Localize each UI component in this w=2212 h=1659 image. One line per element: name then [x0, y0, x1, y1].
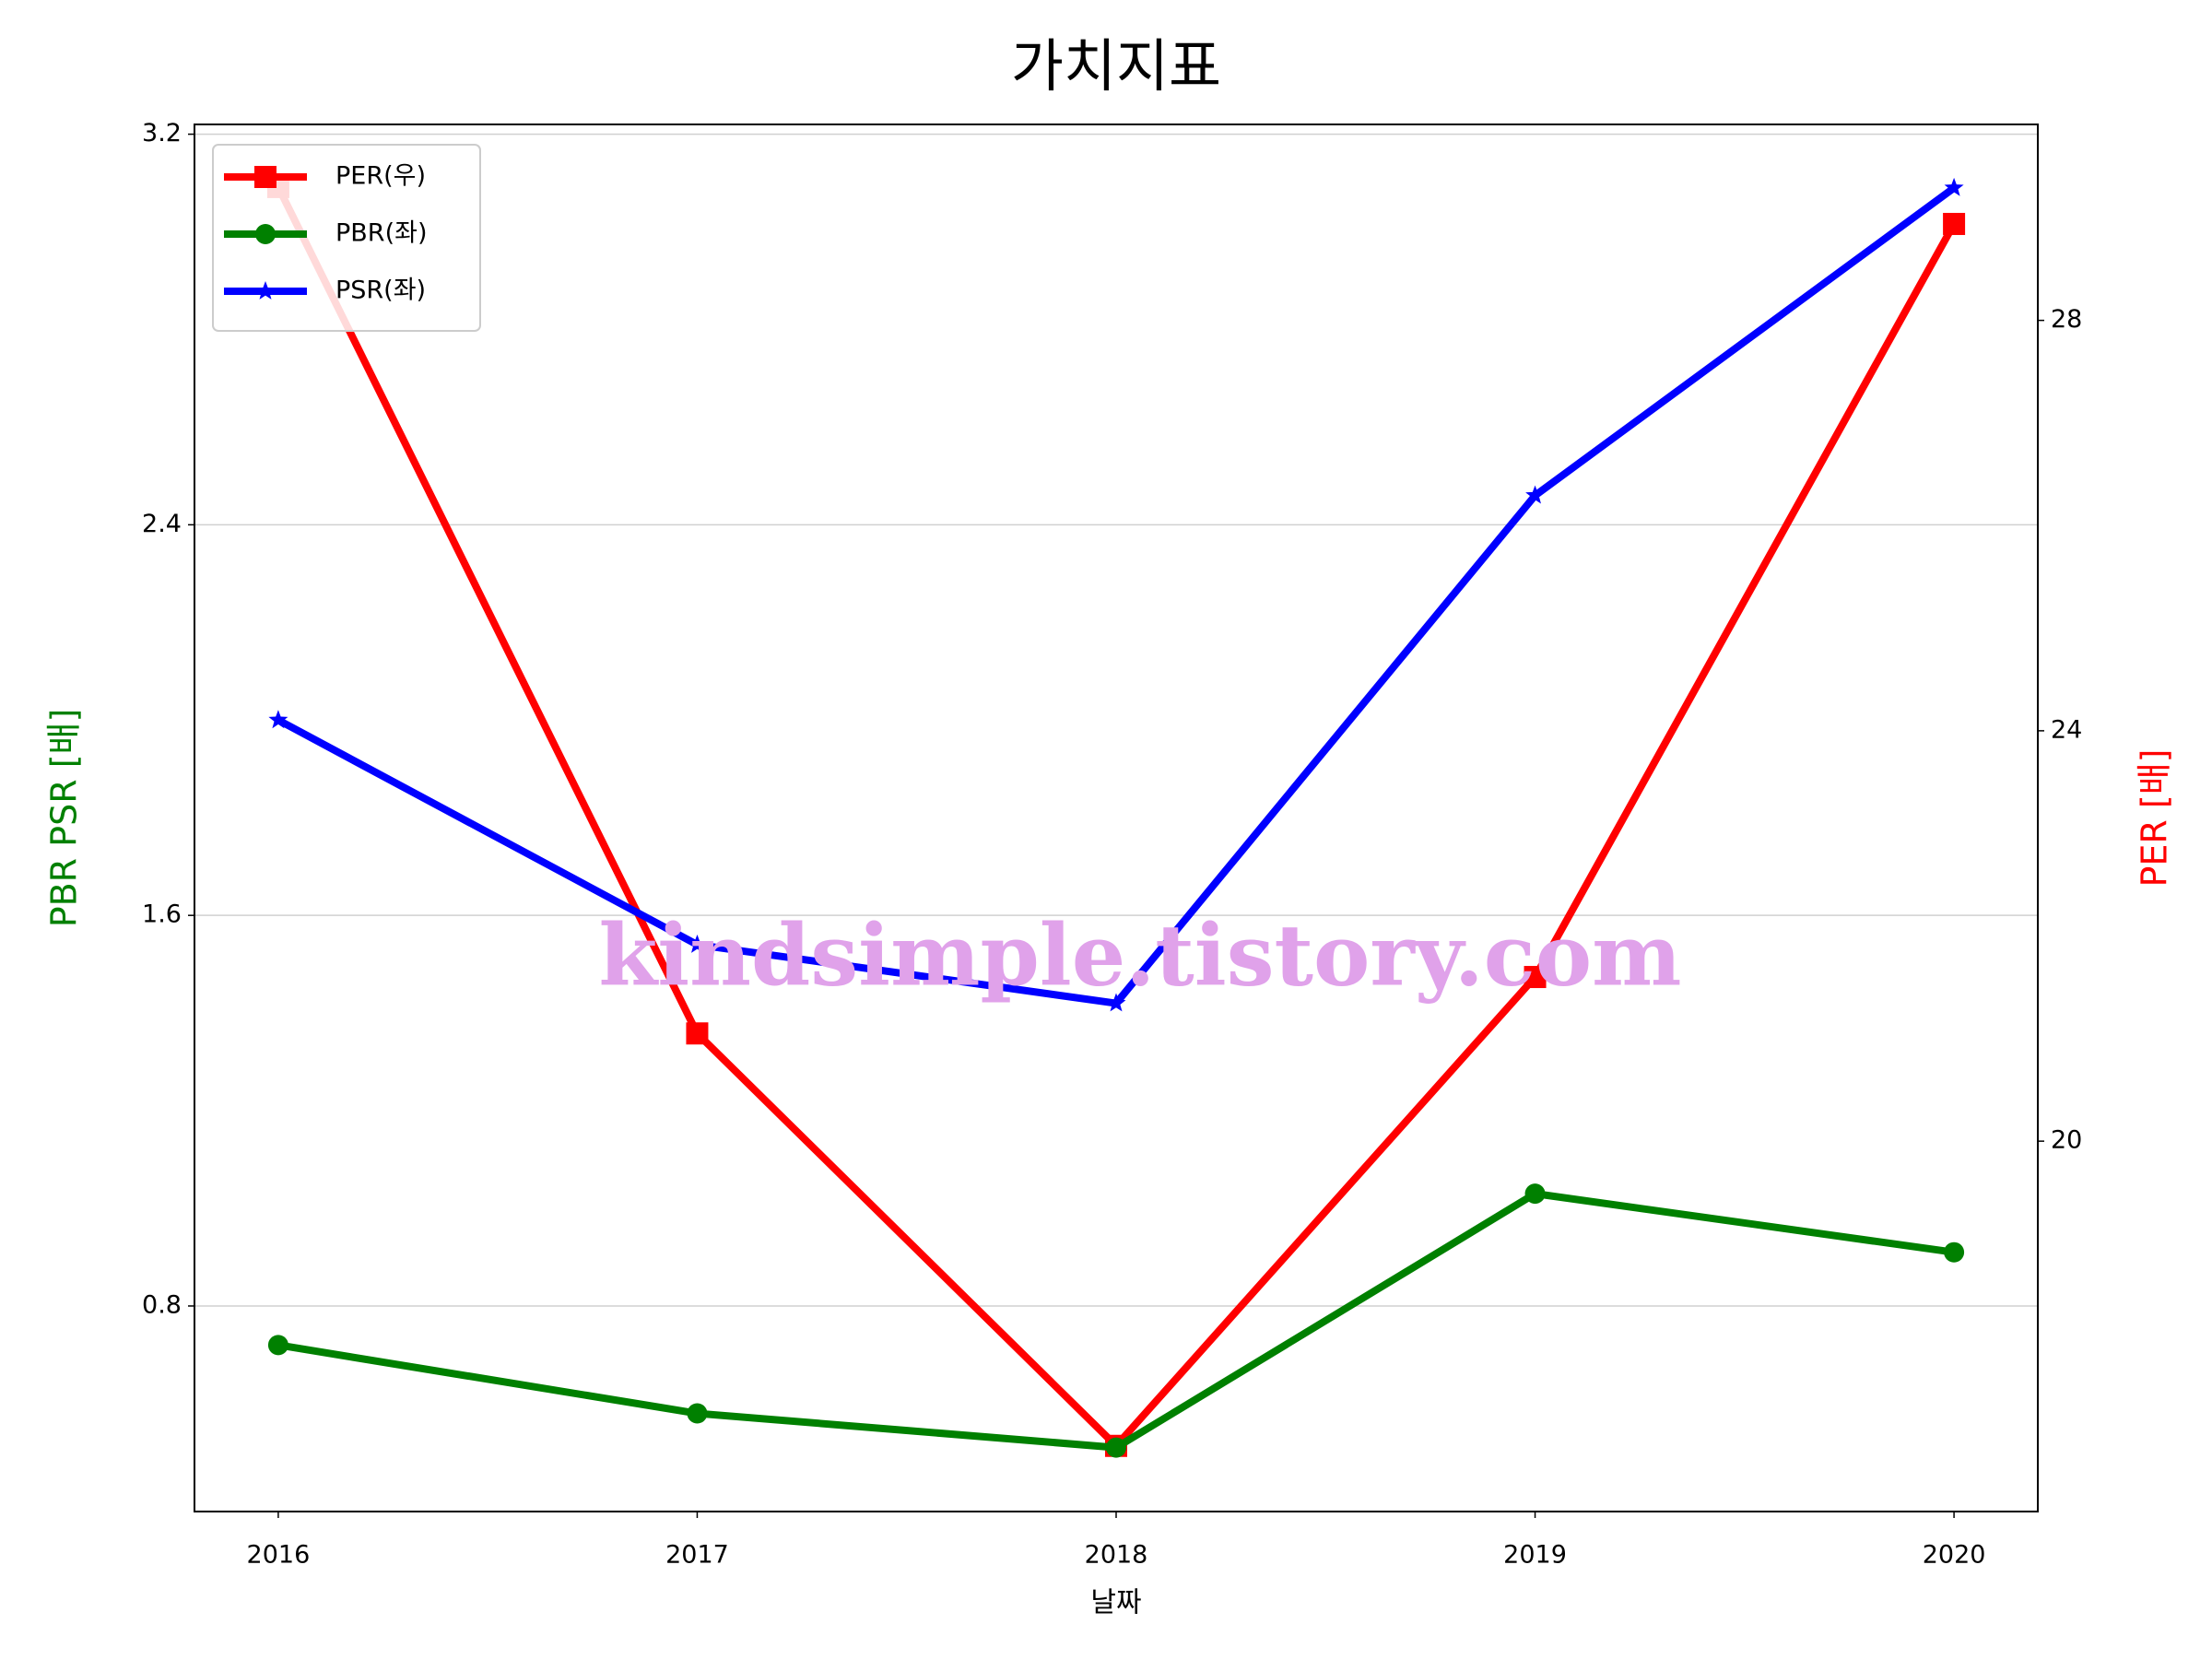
legend-marker [254, 166, 276, 188]
y2-tick-label: 24 [2051, 715, 2082, 744]
y-axis-label: PBR PSR [배] [44, 709, 85, 928]
y-tick-label: 1.6 [142, 900, 182, 929]
x-tick-label: 2020 [1923, 1541, 1986, 1570]
legend-marker [255, 224, 276, 244]
marker [1106, 993, 1126, 1012]
y2-tick-label: 28 [2051, 305, 2082, 334]
marker [1944, 1241, 1965, 1263]
x-axis-label: 날짜 [1090, 1587, 1141, 1619]
marker [1524, 1183, 1546, 1205]
x-tick-label: 2017 [665, 1541, 729, 1570]
marker [686, 1022, 709, 1045]
marker [1106, 1437, 1126, 1458]
legend-label: PBR(좌) [335, 219, 427, 248]
x-tick-label: 2019 [1503, 1541, 1567, 1570]
marker [267, 1335, 288, 1356]
plot-frame [194, 124, 2039, 1512]
y2-tick-label: 20 [2051, 1126, 2082, 1155]
x-tick-label: 2016 [247, 1541, 311, 1570]
y2-axis-label: PER [배] [2135, 748, 2175, 887]
y-tick-label: 2.4 [142, 510, 182, 538]
marker [1944, 177, 1964, 196]
x-tick-label: 2018 [1085, 1541, 1148, 1570]
legend-label: PER(우) [335, 162, 426, 191]
marker [268, 710, 288, 729]
y-tick-label: 3.2 [142, 119, 182, 147]
marker [1525, 485, 1545, 504]
legend-label: PSR(좌) [335, 276, 426, 305]
marker [687, 1403, 708, 1424]
chart-title: 가치지표 [1011, 32, 1221, 100]
marker [1524, 966, 1547, 989]
legend-box [212, 144, 481, 332]
y-tick-label: 0.8 [142, 1290, 182, 1319]
watermark: kindsimple.tistory.com [598, 906, 1681, 1006]
marker [1943, 212, 1966, 235]
marker [688, 935, 707, 953]
legend-marker [255, 281, 276, 300]
